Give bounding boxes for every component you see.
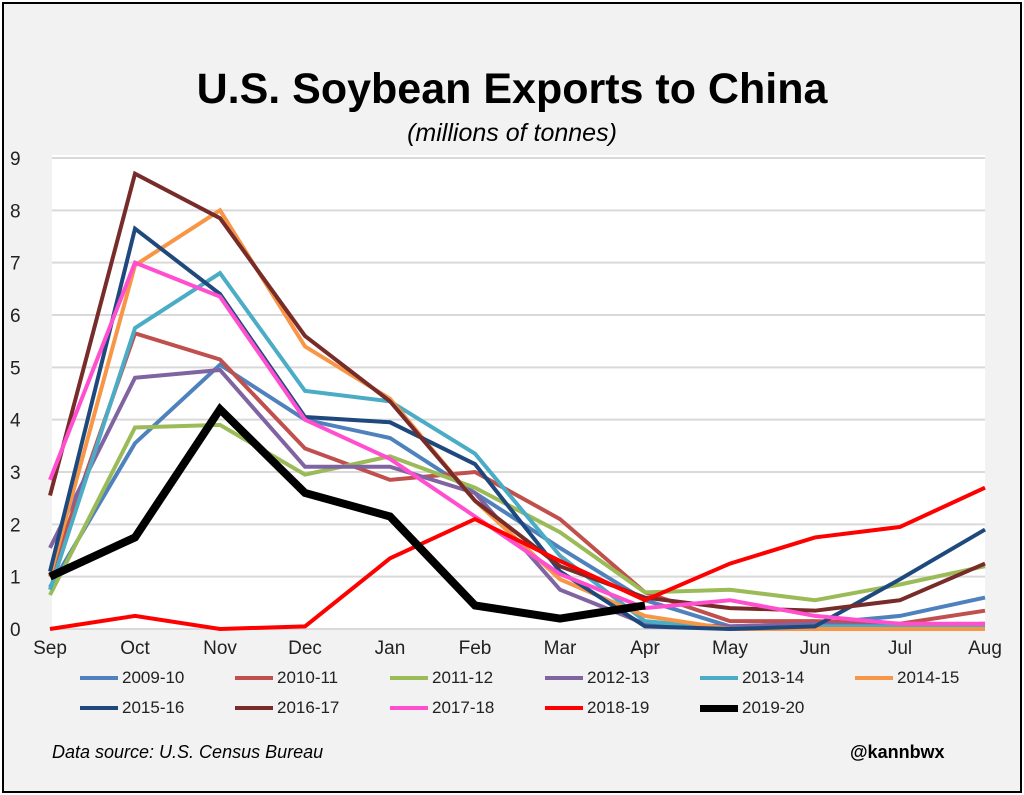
x-tick-label: Sep — [33, 638, 67, 659]
x-tick-label: Feb — [459, 638, 492, 659]
series-line-2016-17 — [48, 170, 986, 613]
plot-area — [52, 155, 985, 629]
y-tick-label: 6 — [10, 306, 21, 327]
x-tick-label: Apr — [630, 638, 660, 659]
legend-label: 2013-14 — [742, 668, 805, 687]
legend-item: 2016-17 — [235, 698, 339, 718]
series-line-2010-11 — [48, 330, 986, 626]
legend-label: 2015-16 — [122, 698, 185, 717]
y-tick-label: 2 — [10, 515, 21, 536]
author-handle: @kannbwx — [850, 742, 945, 762]
legend-label: 2010-11 — [277, 668, 339, 687]
legend-item: 2018-19 — [545, 698, 649, 718]
series-line-2019-20 — [48, 402, 646, 623]
legend-swatch — [235, 676, 273, 680]
x-tick-label: Jul — [888, 638, 912, 659]
legend-swatch — [80, 676, 118, 680]
legend-item: 2010-11 — [235, 668, 338, 688]
legend-label: 2019-20 — [742, 698, 805, 717]
y-tick-label: 1 — [10, 568, 21, 589]
legend-swatch — [700, 704, 738, 712]
legend-item: 2013-14 — [700, 668, 804, 688]
x-tick-label: Jan — [375, 638, 406, 659]
y-tick-label: 8 — [10, 201, 21, 222]
legend-swatch — [390, 706, 428, 710]
x-tick-label: May — [712, 638, 748, 659]
data-source-note: Data source: U.S. Census Bureau — [52, 742, 324, 762]
legend-swatch — [235, 706, 273, 710]
legend-item: 2011-12 — [390, 668, 493, 688]
legend-swatch — [545, 676, 583, 680]
legend-item: 2014-15 — [855, 668, 959, 688]
y-tick-label: 9 — [10, 149, 21, 170]
chart-subtitle: (millions of tonnes) — [407, 119, 617, 147]
series-line-2017-18 — [48, 260, 985, 626]
legend-item: 2017-18 — [390, 698, 494, 718]
legend-item: 2019-20 — [700, 698, 804, 718]
legend-item: 2015-16 — [80, 698, 184, 718]
legend-swatch — [855, 676, 893, 680]
x-tick-label: Oct — [120, 638, 150, 659]
chart-title: U.S. Soybean Exports to China — [196, 65, 828, 113]
legend-item: 2009-10 — [80, 668, 184, 688]
legend-item: 2012-13 — [545, 668, 649, 688]
legend-label: 2012-13 — [587, 668, 650, 687]
x-tick-label: Dec — [288, 638, 322, 659]
y-tick-label: 3 — [10, 463, 21, 484]
y-tick-label: 5 — [10, 358, 21, 379]
legend-swatch — [545, 706, 583, 710]
y-tick-label: 7 — [10, 254, 21, 275]
series-line-2018-19 — [49, 485, 986, 632]
legend-label: 2014-15 — [897, 668, 960, 687]
legend-label: 2018-19 — [587, 698, 650, 717]
legend-label: 2017-18 — [432, 698, 495, 717]
legend-label: 2009-10 — [122, 668, 185, 687]
legend-swatch — [390, 676, 428, 680]
legend-label: 2011-12 — [432, 668, 494, 687]
y-tick-label: 0 — [10, 620, 21, 641]
legend-swatch — [80, 706, 118, 710]
x-tick-label: Mar — [544, 638, 577, 659]
legend-label: 2016-17 — [277, 698, 340, 717]
x-tick-label: Nov — [203, 638, 237, 659]
legend-swatch — [700, 676, 738, 680]
x-tick-label: Jun — [800, 638, 831, 659]
y-tick-label: 4 — [10, 411, 21, 432]
x-tick-label: Aug — [968, 638, 1002, 659]
